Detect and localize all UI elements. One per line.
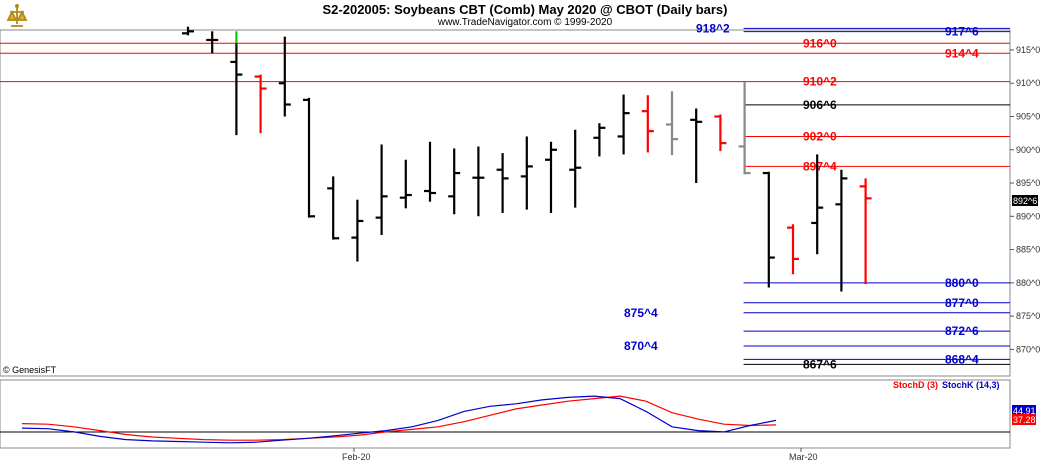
current-price-tag-bg: [1012, 195, 1038, 206]
date-x-axis: Feb-20 Mar-20: [342, 448, 818, 462]
level-label: 897^4: [803, 159, 837, 173]
chart-subtitle: www.TradeNavigator.com © 1999-2020: [437, 17, 613, 28]
price-levels: 918^2 917^6 916^0 914^4 910^2 906^6 902^0 897^4…: [0, 21, 1010, 371]
y-tick-label: 900^0: [1016, 145, 1040, 155]
stochastic-pane-frame: [0, 379, 1011, 449]
y-tick-label: 915^0: [1016, 45, 1040, 55]
level-label: 916^0: [803, 36, 837, 50]
price-pane-frame: [0, 29, 1011, 377]
stochk-line: [21, 395, 777, 444]
stochastic-lines: [21, 395, 777, 444]
y-tick-label: 885^0: [1016, 245, 1040, 255]
stochk-value-tag: 44.91: [1013, 406, 1036, 416]
chart-title: S2-202005: Soybeans CBT (Comb) May 2020 …: [322, 2, 728, 17]
stochd-value-tag: 37.28: [1013, 415, 1036, 425]
y-tick-label: 910^0: [1016, 78, 1040, 88]
x-tick-label: Mar-20: [789, 452, 818, 462]
level-label: 918^2: [696, 21, 730, 35]
y-tick-label: 880^0: [1016, 278, 1040, 288]
level-label: 917^6: [945, 25, 979, 39]
level-label: 906^6: [803, 98, 837, 112]
stochd-line: [21, 395, 777, 441]
price-y-axis: 915^0 910^0 905^0 900^0 895^0 890^0 885^0 880^0…: [1010, 45, 1040, 354]
level-label: 872^6: [945, 324, 979, 338]
level-label: 914^4: [945, 46, 979, 60]
legend-stochk: StochK (14,3): [942, 380, 1000, 390]
y-tick-label: 870^0: [1016, 344, 1040, 354]
level-label: 875^4: [624, 306, 658, 320]
level-label: 867^6: [803, 357, 837, 371]
level-label: 880^0: [945, 276, 979, 290]
y-tick-label: 905^0: [1016, 112, 1040, 122]
y-tick-label: 895^0: [1016, 178, 1040, 188]
y-tick-label: 890^0: [1016, 211, 1040, 221]
level-label: 870^4: [624, 339, 658, 353]
level-label: 902^0: [803, 129, 837, 143]
level-label: 910^2: [803, 75, 837, 89]
x-tick-label: Feb-20: [342, 452, 371, 462]
level-label: 877^0: [945, 296, 979, 310]
stochd-value-tag-bg: [1012, 414, 1036, 425]
legend-stochd: StochD (3): [893, 380, 938, 390]
y-tick-label: 875^0: [1016, 311, 1040, 321]
trade-navigator-logo-icon[interactable]: [2, 2, 32, 32]
copyright-text: © GenesisFT: [3, 365, 57, 375]
level-label: 868^4: [945, 352, 979, 366]
stochk-value-tag-bg: [1012, 405, 1036, 416]
ohlc-bars: [182, 26, 872, 292]
current-price-tag: 892^6: [1013, 196, 1037, 206]
